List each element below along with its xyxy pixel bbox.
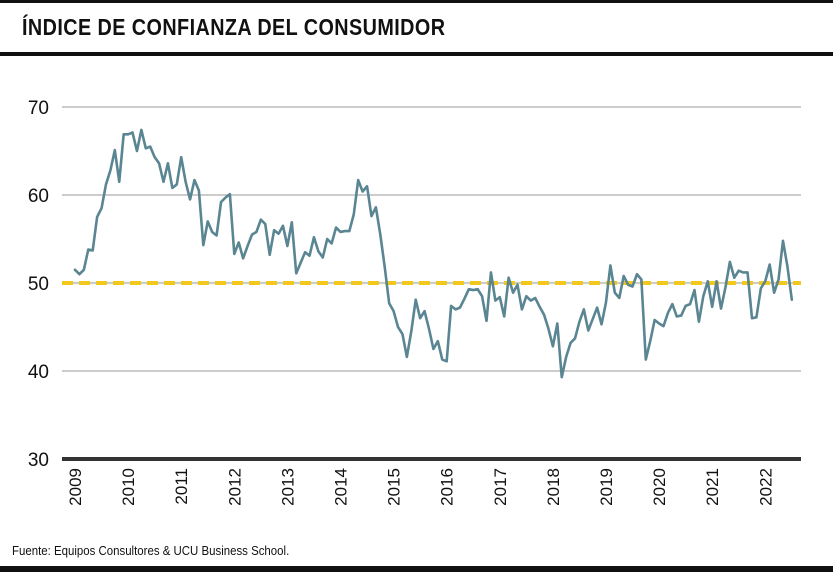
title-rule <box>0 52 833 56</box>
chart-title: ÍNDICE DE CONFIANZA DEL CONSUMIDOR <box>22 14 446 40</box>
x-tick-label: 2015 <box>385 468 404 506</box>
x-tick-label: 2017 <box>491 468 510 506</box>
bottom-border <box>0 566 833 572</box>
x-tick-label: 2009 <box>66 468 85 506</box>
x-tick-label: 2020 <box>650 468 669 506</box>
y-tick-label: 70 <box>28 98 49 119</box>
x-tick-label: 2022 <box>756 468 775 506</box>
x-tick-label: 2013 <box>278 468 297 506</box>
x-tick-label: 2012 <box>225 468 244 506</box>
series-group <box>73 128 794 379</box>
x-tick-label: 2021 <box>703 468 722 506</box>
top-border <box>0 0 833 3</box>
y-axis-labels: 70 60 50 40 30 <box>28 98 49 471</box>
y-tick-label: 50 <box>28 274 49 295</box>
source-note: Fuente: Equipos Consultores & UCU Busine… <box>12 543 290 558</box>
y-tick-label: 60 <box>28 186 49 207</box>
x-tick-label: 2019 <box>597 468 616 506</box>
series-line-0 <box>73 128 794 379</box>
x-tick-label: 2010 <box>119 468 138 506</box>
y-tick-label: 30 <box>28 450 49 471</box>
x-tick-label: 2018 <box>544 468 563 506</box>
x-tick-label: 2011 <box>172 468 191 505</box>
x-tick-label: 2016 <box>438 468 457 506</box>
x-tick-label: 2014 <box>332 468 351 506</box>
y-tick-label: 40 <box>28 362 49 383</box>
x-axis-labels: 2009 2010 2011 2012 2013 2014 2015 2016 2017 2018… <box>66 468 775 506</box>
